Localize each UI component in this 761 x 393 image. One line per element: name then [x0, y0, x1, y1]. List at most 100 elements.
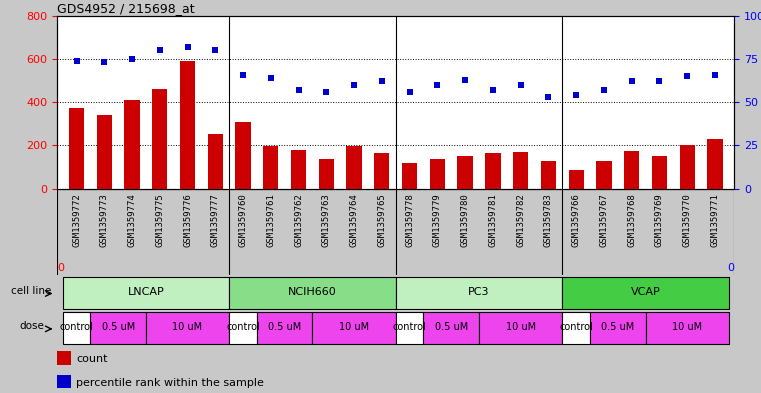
Text: GSM1359779: GSM1359779	[433, 193, 442, 247]
Bar	[430, 160, 445, 189]
Text: NCIH660: NCIH660	[288, 287, 337, 297]
Point	[403, 89, 416, 95]
Point	[708, 72, 721, 78]
Text: 0: 0	[58, 263, 65, 274]
Bar	[597, 160, 612, 189]
Text: GSM1359771: GSM1359771	[711, 193, 719, 247]
Bar	[62, 277, 229, 309]
Text: GSM1359778: GSM1359778	[405, 193, 414, 247]
Point	[570, 92, 582, 98]
Point	[348, 82, 360, 88]
Text: control: control	[226, 322, 260, 332]
Text: control: control	[559, 322, 593, 332]
Bar	[208, 134, 223, 189]
Text: PC3: PC3	[468, 287, 490, 297]
Text: GSM1359781: GSM1359781	[489, 193, 498, 247]
Text: GSM1359768: GSM1359768	[627, 193, 636, 247]
Bar	[97, 115, 112, 189]
Text: cell line: cell line	[11, 286, 52, 296]
Bar	[457, 156, 473, 189]
Point	[209, 47, 221, 53]
Point	[654, 78, 666, 84]
Bar	[707, 139, 722, 189]
Bar	[423, 312, 479, 344]
Text: GDS4952 / 215698_at: GDS4952 / 215698_at	[57, 2, 195, 15]
Text: GSM1359783: GSM1359783	[544, 193, 553, 247]
Bar	[645, 312, 729, 344]
Text: GSM1359764: GSM1359764	[349, 193, 358, 247]
Bar	[590, 312, 645, 344]
Text: control: control	[59, 322, 94, 332]
Bar	[346, 147, 361, 189]
Text: GSM1359770: GSM1359770	[683, 193, 692, 247]
Bar	[313, 312, 396, 344]
Text: percentile rank within the sample: percentile rank within the sample	[76, 378, 264, 387]
Text: GSM1359773: GSM1359773	[100, 193, 109, 247]
Text: dose: dose	[19, 321, 44, 331]
Point	[292, 87, 304, 93]
Bar	[396, 277, 562, 309]
Bar	[486, 153, 501, 189]
Bar	[651, 156, 667, 189]
Point	[98, 59, 110, 66]
Bar	[229, 312, 257, 344]
Bar	[513, 152, 528, 189]
Text: GSM1359775: GSM1359775	[155, 193, 164, 247]
Bar	[62, 312, 91, 344]
Text: 0.5 uM: 0.5 uM	[101, 322, 135, 332]
Text: 0.5 uM: 0.5 uM	[601, 322, 635, 332]
Bar	[152, 89, 167, 189]
Point	[487, 87, 499, 93]
Bar	[57, 375, 71, 388]
Bar	[124, 100, 140, 189]
Bar	[229, 277, 396, 309]
Point	[431, 82, 444, 88]
Text: GSM1359777: GSM1359777	[211, 193, 220, 247]
Point	[598, 87, 610, 93]
Text: control: control	[393, 322, 426, 332]
Text: GSM1359761: GSM1359761	[266, 193, 275, 247]
Text: 0.5 uM: 0.5 uM	[268, 322, 301, 332]
Text: 10 uM: 10 uM	[339, 322, 369, 332]
Point	[514, 82, 527, 88]
Text: 0.5 uM: 0.5 uM	[435, 322, 468, 332]
Text: GSM1359763: GSM1359763	[322, 193, 331, 247]
Text: GSM1359765: GSM1359765	[377, 193, 387, 247]
Bar	[479, 312, 562, 344]
Text: 0: 0	[727, 263, 734, 274]
Text: GSM1359769: GSM1359769	[655, 193, 664, 247]
Text: GSM1359780: GSM1359780	[460, 193, 470, 247]
Bar	[69, 108, 84, 189]
Bar	[257, 312, 313, 344]
Text: GSM1359762: GSM1359762	[294, 193, 303, 247]
Bar	[146, 312, 229, 344]
Bar	[291, 150, 306, 189]
Bar	[396, 312, 423, 344]
Bar	[402, 163, 417, 189]
Point	[459, 77, 471, 83]
Text: count: count	[76, 354, 107, 364]
Point	[265, 75, 277, 81]
Text: GSM1359766: GSM1359766	[572, 193, 581, 247]
Text: LNCAP: LNCAP	[128, 287, 164, 297]
Bar	[562, 312, 590, 344]
Text: GSM1359760: GSM1359760	[238, 193, 247, 247]
Point	[237, 72, 249, 78]
Point	[376, 78, 388, 84]
Bar	[680, 145, 695, 189]
Bar	[374, 153, 390, 189]
Bar	[541, 160, 556, 189]
Bar	[91, 312, 146, 344]
Text: GSM1359772: GSM1359772	[72, 193, 81, 247]
Text: 10 uM: 10 uM	[672, 322, 702, 332]
Text: 10 uM: 10 uM	[173, 322, 202, 332]
Bar	[624, 151, 639, 189]
Bar	[235, 121, 250, 189]
Bar	[57, 351, 71, 365]
Bar	[180, 61, 195, 189]
Point	[681, 73, 693, 79]
Text: GSM1359767: GSM1359767	[600, 193, 608, 247]
Bar	[263, 147, 279, 189]
Text: GSM1359774: GSM1359774	[128, 193, 136, 247]
Text: VCAP: VCAP	[631, 287, 661, 297]
